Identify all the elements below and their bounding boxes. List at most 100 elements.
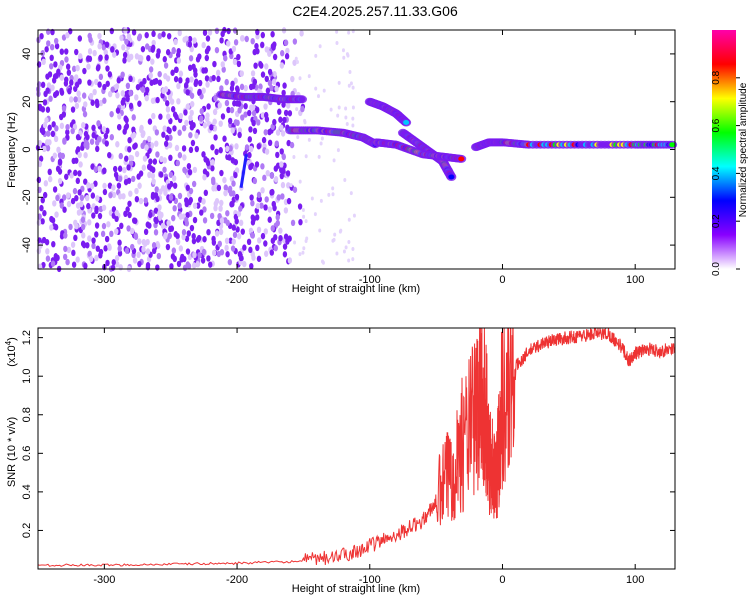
heatmap-cell — [101, 222, 107, 230]
heatmap-cell — [240, 114, 245, 121]
heatmap-cell — [128, 154, 133, 162]
heatmap-cell — [230, 245, 236, 252]
heatmap-cell — [50, 217, 56, 224]
heatmap-cell — [59, 74, 65, 81]
y-tick-label: 1.0 — [21, 369, 33, 384]
heatmap-cell — [234, 143, 239, 150]
heatmap-cell — [282, 116, 287, 124]
heatmap-cell — [187, 35, 193, 43]
heatmap-cell — [52, 200, 57, 207]
heatmap-cell — [252, 127, 258, 135]
heatmap-cell — [282, 243, 288, 250]
heatmap-cell — [73, 96, 78, 103]
heatmap-cell — [149, 142, 155, 149]
trace-cell — [448, 174, 455, 180]
trace-cell — [298, 96, 305, 102]
heatmap-cell — [226, 27, 231, 35]
heatmap-cell — [251, 104, 256, 111]
x-tick-label: 100 — [626, 574, 644, 586]
heatmap-cell — [160, 222, 166, 230]
heatmap-cell — [93, 166, 98, 173]
heatmap-cell — [78, 161, 83, 168]
heatmap-cell — [159, 211, 164, 219]
heatmap-cell — [81, 232, 86, 239]
heatmap-cell — [42, 145, 47, 153]
heatmap-cell — [49, 54, 54, 62]
heatmap-cell — [240, 228, 245, 235]
heatmap-cell — [286, 197, 292, 205]
heatmap-cell — [278, 234, 283, 242]
heatmap-cell — [283, 109, 289, 117]
heatmap-cell — [140, 142, 145, 150]
heatmap-cell — [109, 134, 115, 141]
heatmap-cell — [163, 62, 169, 69]
heatmap-cell — [38, 155, 44, 162]
snr-scale-base: (x10 — [6, 345, 18, 366]
heatmap-cell — [303, 120, 307, 125]
heatmap-cell — [216, 219, 221, 227]
heatmap-cell — [187, 168, 193, 176]
heatmap-cell — [83, 152, 88, 159]
heatmap-cell — [37, 140, 43, 147]
heatmap-cell — [78, 53, 83, 60]
heatmap-cell — [119, 222, 124, 230]
heatmap-cell — [91, 132, 96, 139]
heatmap-cell — [107, 71, 113, 78]
heatmap-cell — [97, 212, 103, 220]
heatmap-cell — [248, 246, 253, 254]
heatmap-cell — [310, 196, 314, 201]
trace-cell — [669, 142, 676, 148]
heatmap-cell — [186, 230, 191, 237]
heatmap-cell — [236, 100, 242, 107]
heatmap-cell — [61, 34, 67, 41]
heatmap-cell — [148, 211, 153, 219]
heatmap-cell — [103, 132, 109, 140]
heatmap-cell — [210, 144, 215, 151]
heatmap-cell — [101, 204, 107, 211]
heatmap-cell — [83, 262, 88, 270]
heatmap-cell — [185, 184, 190, 191]
heatmap-cell — [53, 61, 58, 68]
heatmap-cell — [43, 180, 49, 187]
heatmap-cell — [44, 117, 49, 124]
heatmap-cell — [271, 44, 276, 51]
heatmap-cell — [91, 237, 96, 244]
heatmap-cell — [87, 219, 92, 226]
heatmap-cell — [187, 41, 193, 48]
heatmap-cell — [65, 123, 70, 131]
heatmap-cell — [176, 82, 181, 90]
heatmap-cell — [212, 60, 217, 68]
heatmap-cell — [289, 141, 295, 149]
heatmap-cell — [123, 178, 129, 186]
y-tick-label: -20 — [21, 189, 33, 205]
heatmap-cell — [176, 260, 182, 268]
heatmap-cell — [51, 121, 56, 128]
heatmap-cell — [127, 211, 132, 219]
heatmap-cell — [211, 239, 217, 246]
heatmap-cell — [279, 62, 285, 69]
heatmap-cell — [267, 50, 272, 57]
heatmap-x-ticks: -300 -200 -100 0 100 — [93, 30, 644, 286]
heatmap-cell — [114, 254, 120, 262]
heatmap-cell — [195, 261, 200, 268]
heatmap-cell — [351, 85, 355, 90]
heatmap-cell — [130, 243, 135, 251]
heatmap-cell — [242, 260, 247, 268]
heatmap-cell — [193, 80, 198, 88]
heatmap-cell — [126, 164, 131, 171]
heatmap-xlabel: Height of straight line (km) — [292, 283, 420, 295]
heatmap-cell — [36, 219, 42, 226]
heatmap-cell — [167, 94, 173, 101]
heatmap-cell — [181, 124, 187, 132]
heatmap-cell — [134, 94, 139, 101]
heatmap-cell — [260, 232, 266, 240]
heatmap-cell — [177, 129, 182, 136]
heatmap-cell — [77, 151, 82, 159]
heatmap-cell — [208, 261, 213, 268]
heatmap-cell — [256, 191, 262, 199]
heatmap-cell — [205, 81, 210, 88]
heatmap-marks — [35, 26, 678, 273]
heatmap-cell — [250, 200, 255, 207]
heatmap-cell — [43, 90, 48, 98]
heatmap-cell — [102, 83, 107, 91]
